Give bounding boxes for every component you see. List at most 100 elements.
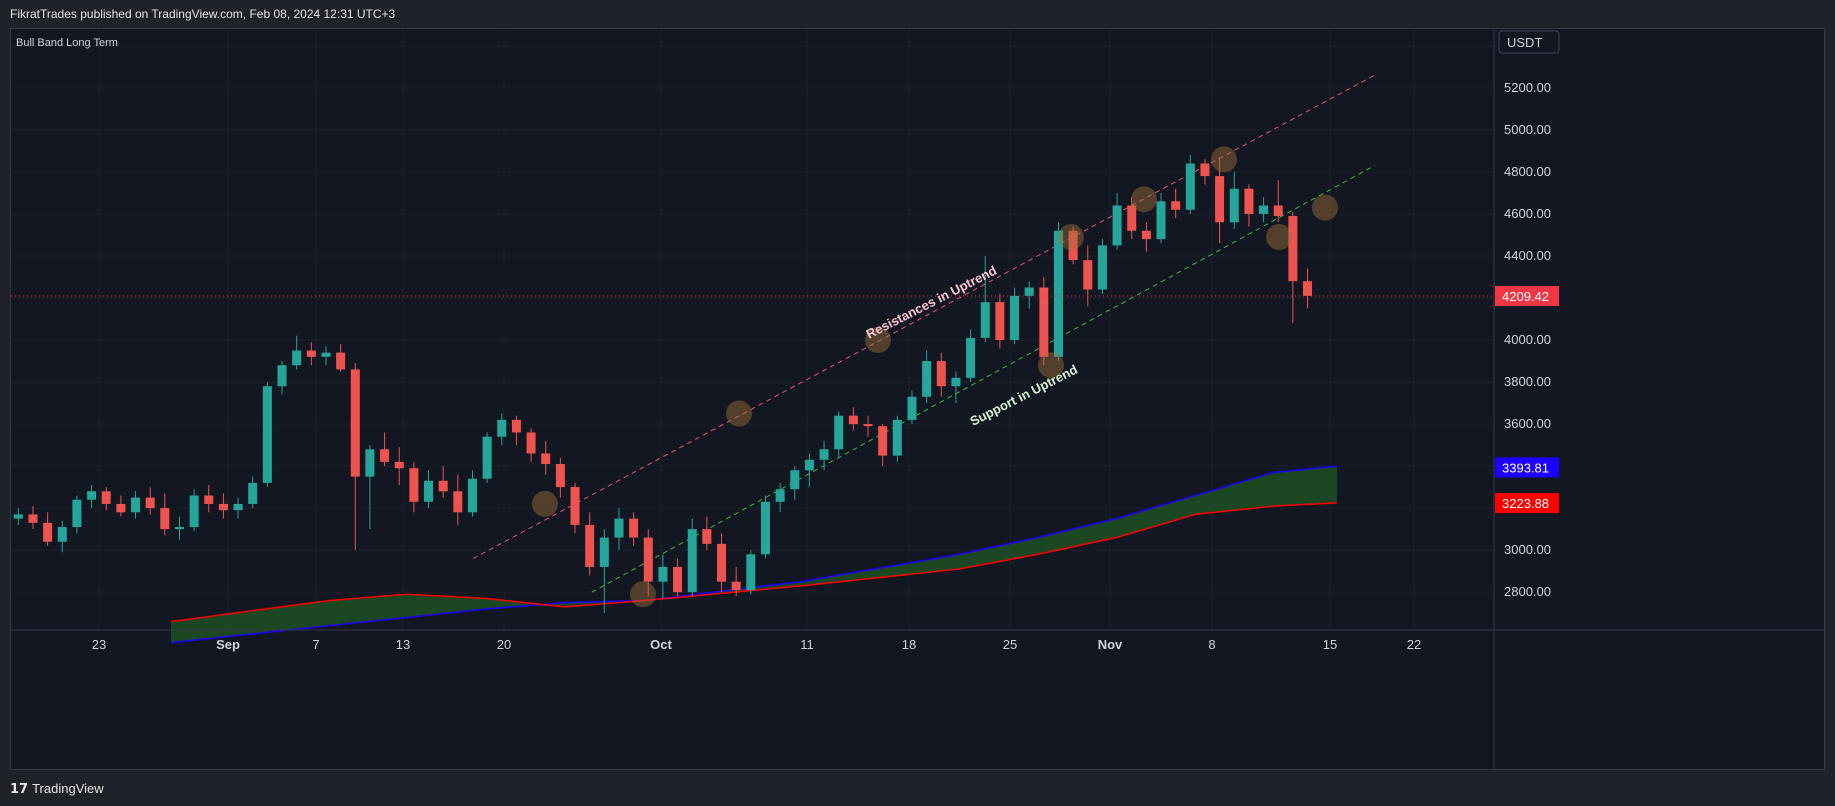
candle-body	[1273, 205, 1283, 217]
candle-body	[57, 527, 67, 542]
currency-label: USDT	[1507, 35, 1542, 50]
price-labels: 4209.42 3393.81 3223.88	[1495, 285, 1559, 514]
candle-body	[526, 432, 536, 454]
x-tick-label: 22	[1407, 637, 1421, 652]
candle-body	[599, 537, 609, 567]
candle-body	[995, 302, 1005, 341]
currency-button[interactable]: USDT	[1498, 30, 1560, 54]
candle-body	[541, 453, 551, 464]
candle-body	[834, 415, 844, 450]
candle-body	[687, 529, 697, 593]
candle-body	[43, 522, 53, 542]
bull-band	[170, 465, 1338, 644]
indicator-title: Bull Band Long Term	[16, 37, 118, 49]
candle-body	[453, 491, 463, 513]
candle-body	[1053, 230, 1063, 357]
candle-body	[1039, 287, 1049, 357]
candle-body	[1083, 260, 1093, 290]
brand-name: TradingView	[32, 781, 104, 796]
candles	[13, 155, 1313, 614]
x-tick-label: 7	[312, 637, 319, 652]
candle-body	[218, 503, 228, 511]
band-lower-line	[170, 502, 1338, 623]
candle-body	[1024, 287, 1034, 296]
candle-body	[1215, 176, 1225, 223]
candle-body	[804, 459, 814, 471]
candle-body	[233, 503, 243, 511]
candle-body	[775, 489, 785, 502]
footer: 17 TradingView	[0, 772, 1835, 806]
trendlines	[472, 74, 1375, 593]
candle-body	[658, 566, 668, 582]
touch-circle	[865, 327, 891, 354]
x-tick-label: 23	[92, 637, 106, 652]
candle-body	[467, 478, 477, 513]
candle-body	[1244, 188, 1254, 214]
touch-circle	[630, 581, 656, 608]
candle-body	[1112, 205, 1122, 246]
candle-body	[248, 482, 258, 504]
candle-body	[145, 497, 155, 509]
touch-circle	[726, 400, 752, 427]
candle-body	[760, 501, 770, 555]
candle-body	[101, 491, 111, 504]
candle-body	[497, 419, 507, 437]
candle-body	[511, 419, 521, 433]
candle-body	[951, 377, 961, 387]
candle-body	[1068, 230, 1078, 261]
chart-frame[interactable]: Resistances in Uptrend Support in Uptren…	[10, 28, 1825, 770]
grid	[11, 29, 1494, 630]
candle-body	[1127, 205, 1137, 231]
price-label-box	[1495, 457, 1559, 478]
touch-circle	[1131, 186, 1157, 213]
price-label-box	[1495, 493, 1559, 514]
price-chart[interactable]: Resistances in Uptrend Support in Uptren…	[11, 29, 1824, 769]
touch-circle	[1211, 146, 1237, 173]
price-label: 4209.42	[1502, 289, 1549, 304]
candle-body	[1288, 216, 1298, 282]
tradingview-logo[interactable]: 17 TradingView	[10, 781, 104, 797]
candle-body	[174, 527, 184, 530]
candle-body	[702, 529, 712, 544]
candle-body	[614, 518, 624, 538]
candle-body	[380, 449, 390, 462]
candle-body	[555, 463, 565, 488]
candle-body	[1303, 281, 1313, 296]
touch-circle	[1312, 194, 1338, 221]
tv-logo-icon: 17	[10, 782, 29, 797]
candle-body	[892, 419, 902, 456]
x-tick-label: Nov	[1098, 637, 1123, 652]
candle-body	[306, 350, 316, 357]
candle-body	[87, 491, 97, 500]
touch-circle	[532, 490, 558, 517]
candle-body	[1097, 245, 1107, 290]
time-scale[interactable]: 23 Sep 7 13 20 Oct 11 18 25 Nov 8 15 22	[92, 637, 1421, 652]
y-tick-label: 4600.00	[1504, 206, 1551, 221]
candle-body	[262, 386, 272, 483]
candle-body	[790, 470, 800, 490]
publish-info: FikratTrades published on TradingView.co…	[10, 7, 396, 21]
y-tick-label: 3000.00	[1504, 542, 1551, 557]
candle-body	[204, 495, 214, 504]
candle-body	[922, 361, 932, 397]
candle-body	[980, 302, 990, 338]
candle-body	[13, 514, 23, 519]
y-tick-label: 2800.00	[1504, 584, 1551, 599]
candle-body	[629, 518, 639, 538]
price-label-box	[1495, 285, 1559, 306]
y-tick-label: 3800.00	[1504, 374, 1551, 389]
candle-body	[116, 503, 126, 513]
candle-body	[72, 499, 82, 528]
candle-body	[292, 350, 302, 366]
price-label: 3393.81	[1502, 460, 1549, 475]
candle-body	[643, 537, 653, 582]
touch-markers	[532, 146, 1338, 608]
candle-body	[321, 352, 331, 357]
x-tick-label: 11	[800, 637, 814, 652]
y-tick-label: 4800.00	[1504, 164, 1551, 179]
candle-body	[1185, 163, 1195, 210]
candle-body	[394, 461, 404, 469]
publish-header: FikratTrades published on TradingView.co…	[0, 0, 1835, 28]
x-tick-label: 13	[396, 637, 410, 652]
candle-body	[336, 352, 346, 370]
